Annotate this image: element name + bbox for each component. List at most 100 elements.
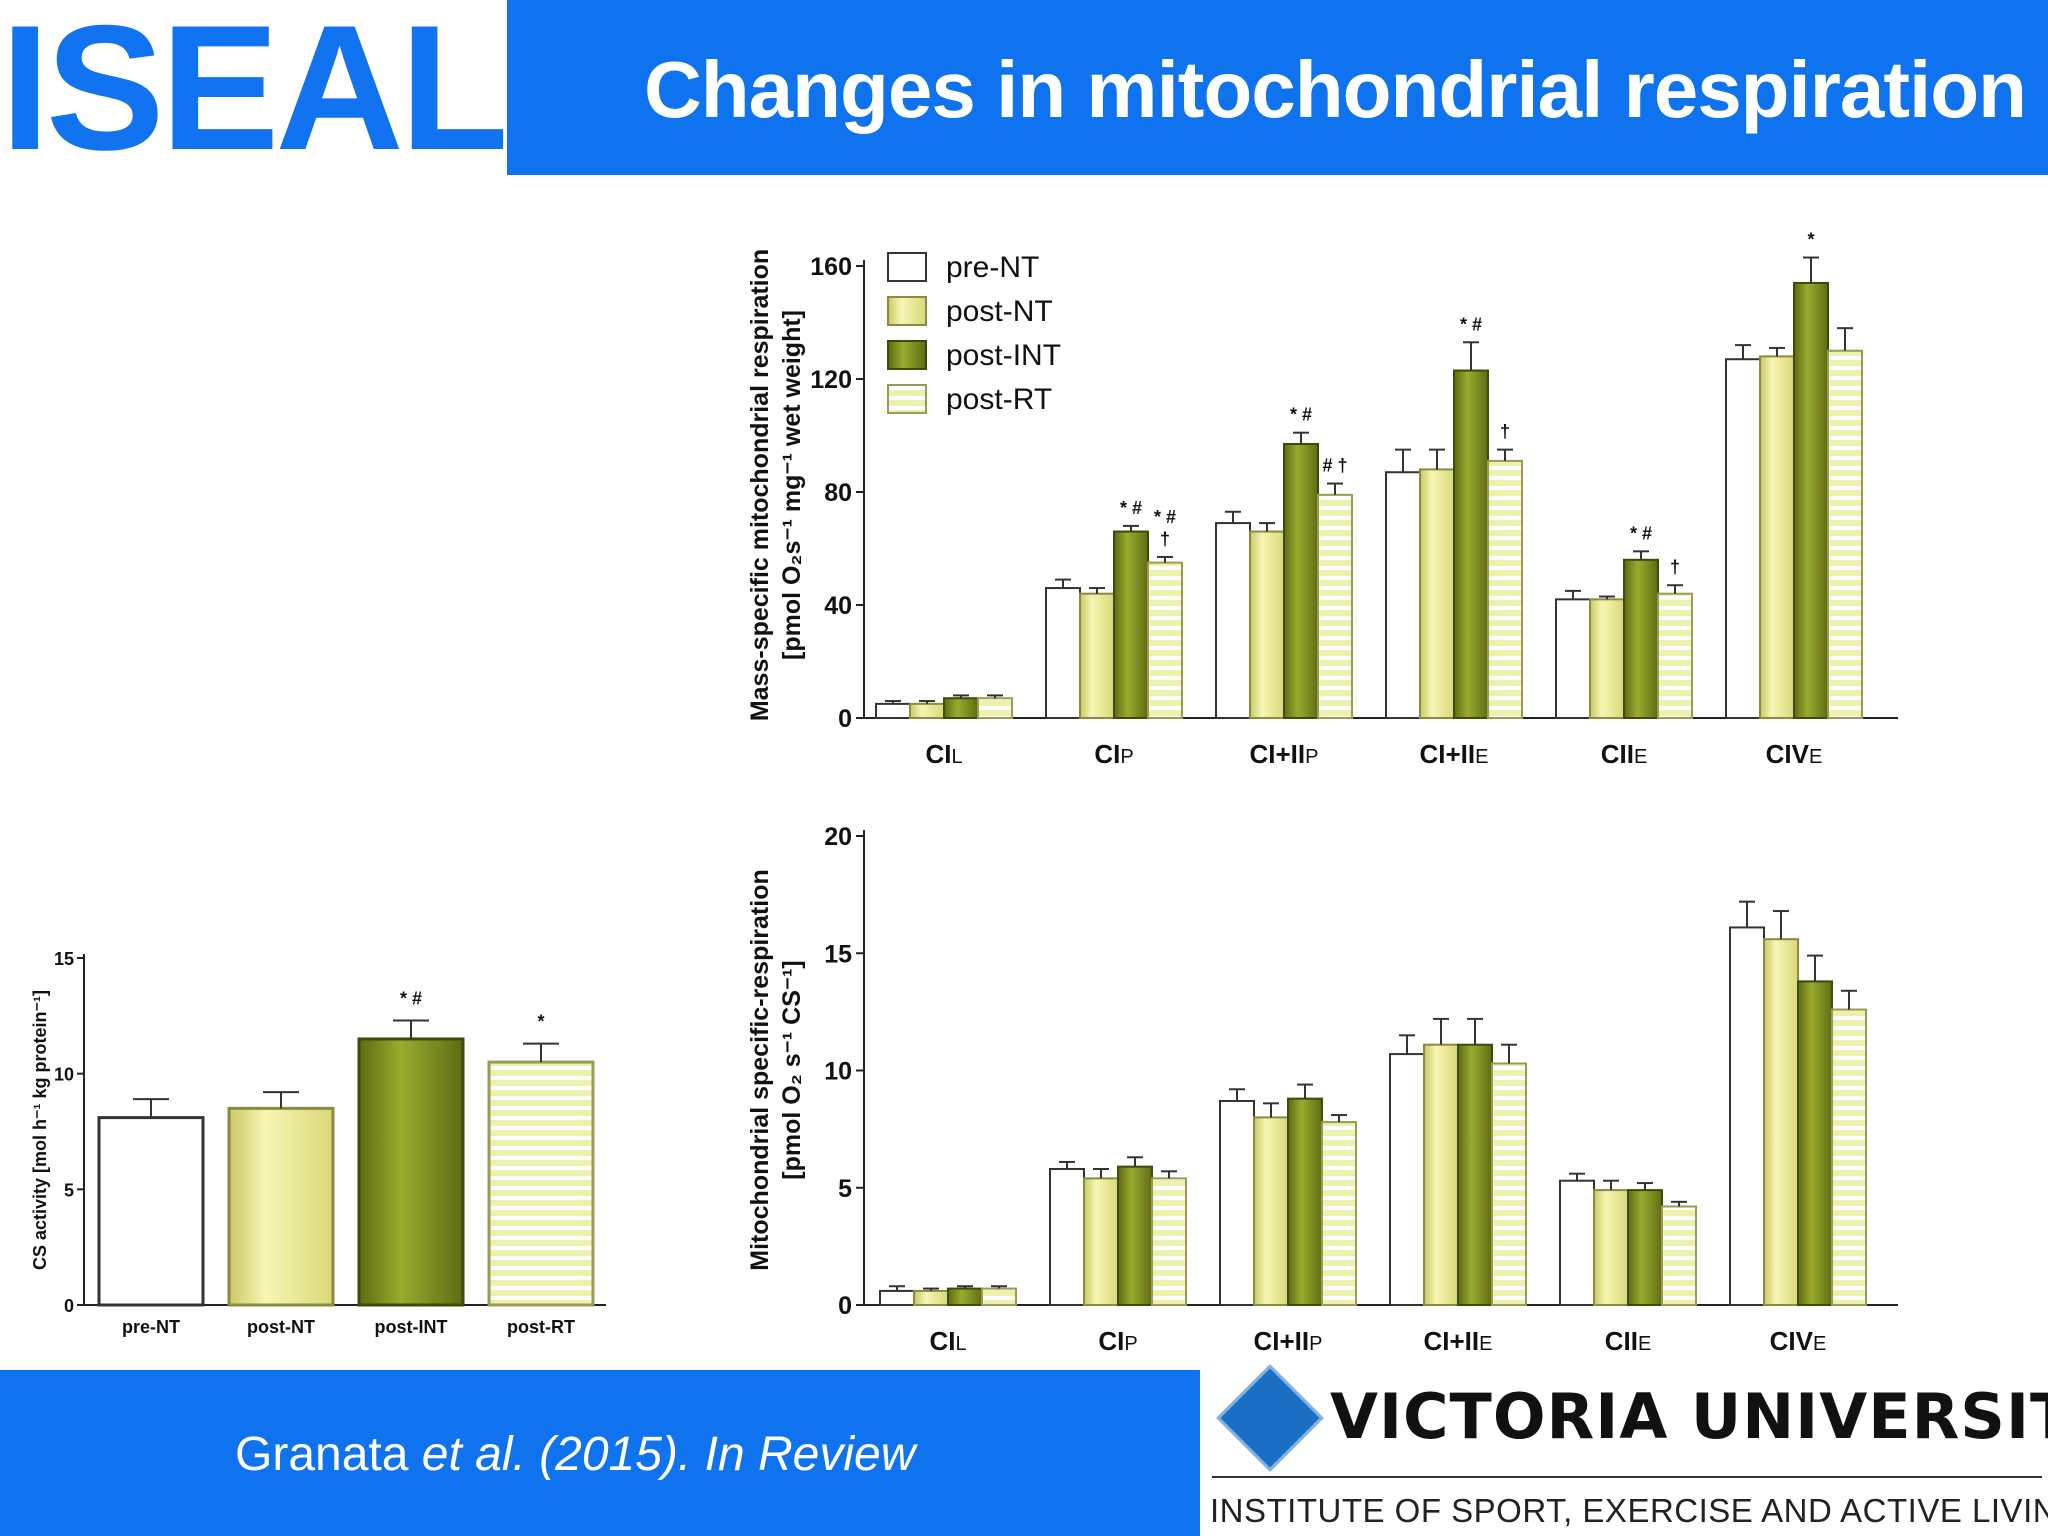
bar — [1419, 468, 1455, 719]
iseal-logo: ISEAL — [0, 0, 508, 187]
x-tick-label: CIVE — [1766, 739, 1823, 769]
y-tick-label: 10 — [54, 1065, 74, 1085]
bar — [1555, 598, 1591, 719]
y-tick-label: 120 — [810, 366, 852, 394]
cs-activity-chart: 0 5 10 15 CS activity [mol h⁻¹ kg protein⁻¹]… — [30, 949, 606, 1337]
x-tick-label-main: CII — [1601, 739, 1634, 769]
y-tick-label: 20 — [824, 823, 852, 851]
bar — [1831, 1008, 1867, 1307]
x-tick-label-main: CI+II — [1250, 739, 1306, 769]
significance-annotation: # † — [1322, 456, 1347, 476]
significance-annotation: † — [1670, 557, 1680, 577]
bar — [1287, 1097, 1323, 1307]
x-tick-label: post-INT — [375, 1317, 448, 1337]
bar — [879, 1289, 915, 1307]
y-tick-label: 15 — [824, 940, 852, 968]
y-axis-label-line1: Mass-specific mitochondrial respiration — [746, 249, 774, 721]
slide-title: Changes in mitochondrial respiration — [644, 45, 2027, 134]
bar — [1593, 1189, 1629, 1306]
citation-author: Granata — [235, 1428, 422, 1481]
x-tick-label: CIIE — [1601, 739, 1648, 769]
citation-etal: et al. — [421, 1428, 526, 1481]
bar — [1151, 1177, 1187, 1306]
bar — [1253, 1116, 1289, 1307]
y-tick-label: 160 — [810, 253, 852, 281]
bar — [1491, 1062, 1527, 1306]
bar — [1759, 355, 1795, 719]
significance-annotation: * # — [1290, 405, 1312, 425]
bar — [1725, 358, 1761, 719]
bar — [1249, 530, 1285, 719]
legend-label: pre-NT — [946, 251, 1039, 284]
y-tick-label: 5 — [838, 1175, 852, 1203]
bar — [1113, 530, 1149, 719]
y-tick-label: 0 — [64, 1296, 74, 1316]
x-tick-label: CIP — [1094, 739, 1133, 769]
x-tick-label: CI+IIP — [1250, 739, 1319, 769]
x-tick-label: post-NT — [247, 1317, 315, 1337]
x-tick-label-main: CI — [925, 739, 951, 769]
y-axis-label: Mitochondrial specific-respiration [pmol … — [746, 869, 806, 1270]
y-tick-label: 40 — [824, 592, 852, 620]
x-tick-label-sub: E — [1634, 746, 1647, 768]
x-tick-label: CI+IIE — [1420, 739, 1489, 769]
x-tick-label-main: CI+II — [1424, 1326, 1480, 1356]
x-tick-label: CIL — [929, 1326, 966, 1356]
bar — [1317, 493, 1353, 720]
bar — [357, 1037, 465, 1307]
vu-diamond-icon — [1216, 1364, 1324, 1472]
bar — [1457, 1043, 1493, 1306]
significance-annotation: * — [1807, 230, 1814, 250]
bar — [1049, 1167, 1085, 1306]
significance-annotation: * — [537, 1012, 544, 1032]
bar — [1321, 1121, 1357, 1306]
citation-rest: (2015). In Review — [525, 1428, 916, 1481]
significance-annotation: † — [1500, 422, 1510, 442]
x-tick-label-sub: P — [1124, 1333, 1137, 1355]
y-tick-label: 10 — [824, 1058, 852, 1086]
bar — [1283, 442, 1319, 719]
bar — [913, 1289, 949, 1307]
x-tick-label: CI+IIP — [1254, 1326, 1323, 1356]
university-subtitle: INSTITUTE OF SPORT, EXERCISE AND ACTIVE … — [1210, 1492, 2048, 1529]
bar — [1117, 1165, 1153, 1307]
bar — [1729, 926, 1765, 1307]
x-tick-label-sub: E — [1809, 746, 1822, 768]
bar — [1589, 598, 1625, 719]
bar — [1385, 471, 1421, 719]
bar — [1661, 1205, 1697, 1307]
x-tick-label-main: CI+II — [1254, 1326, 1310, 1356]
bar — [1623, 558, 1659, 719]
y-tick-label: 0 — [838, 1292, 852, 1320]
x-tick-label-main: CIV — [1770, 1326, 1814, 1356]
bar — [947, 1287, 983, 1306]
legend-label: post-NT — [946, 295, 1053, 328]
legend-swatch — [887, 384, 927, 414]
bar — [1627, 1189, 1663, 1306]
divider — [1212, 1476, 2042, 1478]
y-tick-label: 15 — [54, 949, 74, 969]
y-axis-label-line2: [pmol O₂s⁻¹ mg⁻¹ wet weight] — [778, 310, 806, 660]
x-tick-label-sub: E — [1475, 746, 1488, 768]
bar — [1423, 1043, 1459, 1306]
bar — [909, 702, 945, 719]
x-tick-label-sub: L — [951, 746, 962, 768]
x-tick-label-main: CI+II — [1420, 739, 1476, 769]
bar — [1559, 1179, 1595, 1306]
bar — [1657, 592, 1693, 720]
x-tick-label-main: CI — [1094, 739, 1120, 769]
significance-annotation: * # — [400, 988, 422, 1008]
bar — [1219, 1099, 1255, 1306]
significance-annotation: * # — [1154, 507, 1176, 527]
bar — [977, 697, 1013, 719]
significance-annotation: * # — [1630, 523, 1652, 543]
victoria-university-logo: VICTORIA UNIVERSITY INSTITUTE OF SPORT, … — [1200, 1350, 2048, 1536]
x-tick-label-sub: E — [1638, 1333, 1651, 1355]
legend-label: post-RT — [946, 383, 1052, 416]
bar — [1793, 281, 1829, 719]
y-axis-label-line2: [pmol O₂ s⁻¹ CS⁻¹] — [778, 960, 806, 1179]
bar — [227, 1106, 335, 1307]
x-tick-label: CIIE — [1605, 1326, 1652, 1356]
significance-annotation: * # — [1460, 314, 1482, 334]
